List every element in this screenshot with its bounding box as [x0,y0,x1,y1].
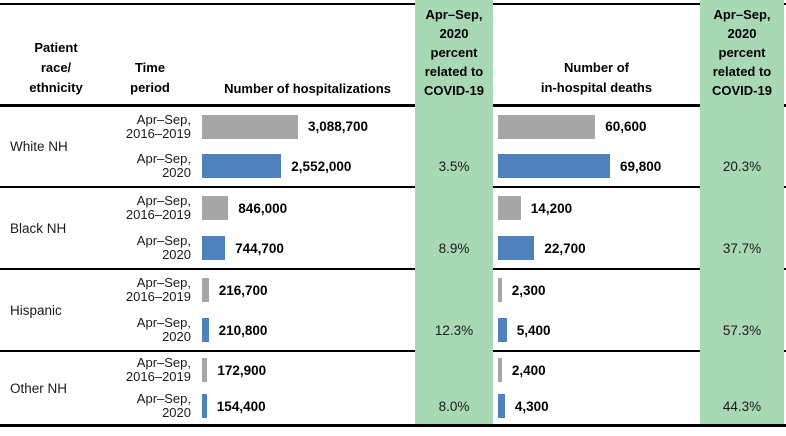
deaths-cell: 22,700 [493,236,700,260]
deaths-bar-prior [498,114,596,139]
deaths-cell: 4,300 [493,394,700,418]
table-row: Apr–Sep, 2020 744,700 8.9% 22,700 37.7% [0,228,786,268]
hospitalizations-bar-prior [202,114,298,139]
deaths-value: 60,600 [605,119,647,135]
hospitalizations-cell: 210,800 [195,318,415,342]
table-row: Apr–Sep, 2020 154,400 8.0% 4,300 44.3% [0,388,786,424]
period-label: Apr–Sep, 2020 [136,391,191,420]
deaths-cell: 2,400 [493,358,700,382]
deaths-bar-2020 [498,318,507,342]
header-time-period: Time period [130,60,170,95]
period-label: Apr–Sep, 2016–2019 [125,111,191,141]
highlight-column-hospitalizations-pct [415,0,493,424]
row-group-black-nh: Black NH Apr–Sep, 2016–2019 846,000 14,2… [0,188,786,268]
deaths-cell: 14,200 [493,196,700,220]
hospitalizations-bar-2020 [202,236,226,260]
header-number-of-hospitalizations: Number of hospitalizations [224,81,391,96]
deaths-bar-2020 [498,154,610,179]
hospitalizations-bar-prior [202,196,229,220]
header-border-line [0,104,786,107]
table-row: Apr–Sep, 2016–2019 216,700 2,300 [0,270,786,310]
hospitalizations-value: 3,088,700 [308,119,369,135]
covid-pct-hosp-value: 12.3% [434,322,474,338]
header-covid-pct-hospitalizations: Apr–Sep, 2020 percent related to COVID-1… [424,7,484,98]
hospitalizations-value: 846,000 [238,200,288,216]
race-label: Black NH [10,220,67,236]
deaths-cell: 5,400 [493,318,700,342]
row-group-white-nh: White NH Apr–Sep, 2016–2019 3,088,700 60… [0,107,786,186]
period-label: Apr–Sep, 2016–2019 [125,355,191,384]
deaths-bar-2020 [498,236,535,260]
deaths-bar-prior [498,358,502,382]
top-border-line [0,3,786,5]
period-label: Apr–Sep, 2020 [136,233,191,262]
race-label: White NH [10,139,68,154]
group-separator-line [0,268,786,270]
group-separator-line [0,186,786,188]
covid-pct-deaths-value: 44.3% [722,398,762,414]
table-row: Apr–Sep, 2016–2019 3,088,700 60,600 [0,107,786,147]
hospitalizations-bar-2020 [202,154,282,179]
hospitalizations-bar-prior [202,358,208,382]
covid-pct-deaths-value: 37.7% [722,240,762,256]
hospitalizations-value: 210,800 [218,322,268,338]
deaths-value: 14,200 [530,200,573,216]
hospitalizations-cell: 2,552,000 [195,154,415,179]
deaths-value: 2,400 [511,362,546,378]
row-group-hispanic: Hispanic Apr–Sep, 2016–2019 216,700 2,30… [0,270,786,350]
deaths-value: 69,800 [620,158,662,174]
hospitalizations-value: 154,400 [216,398,266,414]
hospitalizations-value: 744,700 [235,240,284,256]
deaths-cell: 60,600 [493,114,700,139]
table-row: Apr–Sep, 2016–2019 846,000 14,200 [0,188,786,228]
hospitalizations-bar-2020 [202,394,207,418]
deaths-value: 2,300 [511,282,546,298]
hospitalizations-cell: 744,700 [195,236,415,260]
deaths-value: 5,400 [516,322,551,338]
deaths-cell: 2,300 [493,278,700,302]
deaths-bar-prior [498,196,521,220]
covid-pct-hosp-value: 8.9% [438,240,470,256]
hospitalizations-value: 172,900 [217,362,267,378]
row-group-other-nh: Other NH Apr–Sep, 2016–2019 172,900 2,40… [0,352,786,424]
header-covid-pct-deaths: Apr–Sep, 2020 percent related to COVID-1… [712,7,772,98]
deaths-cell: 69,800 [493,154,700,179]
deaths-bar-2020 [498,394,505,418]
period-label: Apr–Sep, 2020 [136,315,191,344]
covid-pct-hosp-value: 3.5% [438,158,470,174]
bottom-border-line [0,424,786,427]
race-label: Hispanic [10,302,62,318]
header-number-of-in-hospital-deaths: Number of in-hospital deaths [540,60,653,95]
covid-pct-hosp-value: 8.0% [438,398,470,414]
group-separator-line [0,350,786,352]
deaths-value: 22,700 [544,240,586,256]
hospitalizations-cell: 3,088,700 [195,114,415,139]
hospitalizations-cell: 154,400 [195,394,415,418]
covid-pct-deaths-value: 57.3% [722,322,762,338]
covid-pct-deaths-value: 20.3% [722,158,762,174]
table-row: Apr–Sep, 2016–2019 172,900 2,400 [0,352,786,388]
race-label: Other NH [10,380,68,396]
hospitalizations-bar-2020 [202,318,209,342]
period-label: Apr–Sep, 2016–2019 [125,193,191,222]
table-row: Apr–Sep, 2020 210,800 12.3% 5,400 57.3% [0,310,786,350]
period-label: Apr–Sep, 2020 [136,151,191,181]
hospitalizations-cell: 216,700 [195,278,415,302]
hospitalizations-cell: 846,000 [195,196,415,220]
hospitalizations-cell: 172,900 [195,358,415,382]
header-patient-race-ethnicity: Patient race/ ethnicity [29,40,83,95]
hospitalizations-value: 2,552,000 [291,158,352,174]
deaths-bar-prior [498,278,502,302]
table-row: Apr–Sep, 2020 2,552,000 3.5% 69,800 20.3… [0,147,786,187]
hospitalizations-bar-prior [202,278,209,302]
period-label: Apr–Sep, 2016–2019 [125,275,191,304]
deaths-value: 4,300 [514,398,549,414]
highlight-column-deaths-pct [700,0,784,424]
hospitalizations-value: 216,700 [218,282,268,298]
